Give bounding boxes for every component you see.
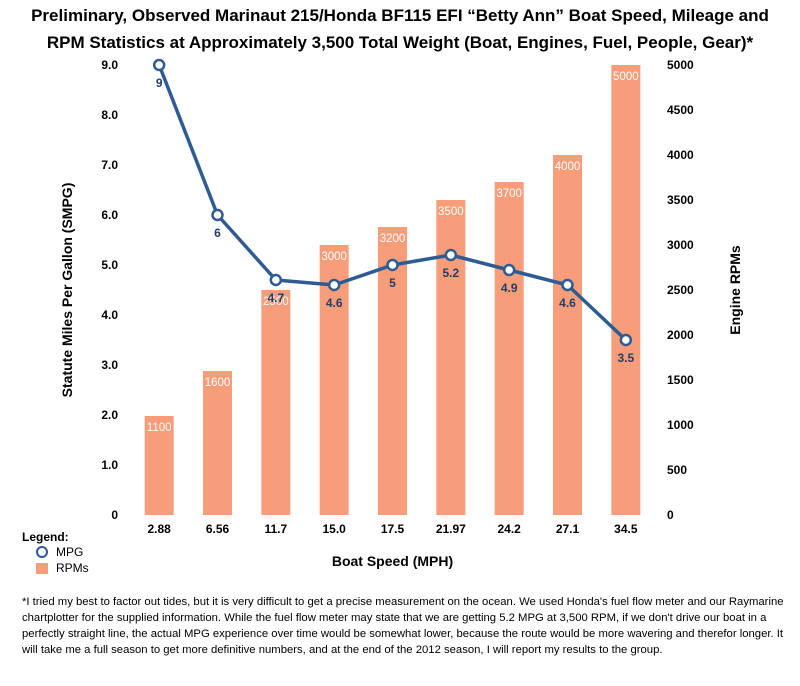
right-tick-label: 4500 [667, 103, 694, 117]
mpg-point-label: 5.2 [442, 266, 459, 280]
footnote: *I tried my best to factor out tides, bu… [22, 596, 784, 656]
right-tick-label: 500 [667, 463, 687, 477]
legend: Legend: MPG RPMs [22, 530, 89, 576]
x-tick-label: 27.1 [556, 522, 580, 536]
mpg-marker-icon [36, 546, 48, 558]
chart-title-line-1: Preliminary, Observed Marinaut 215/Honda… [31, 6, 769, 25]
mpg-point-label: 3.5 [617, 351, 634, 365]
mpg-point [561, 278, 574, 292]
rpm-bar-label: 4000 [555, 161, 581, 173]
x-tick-label: 34.5 [614, 522, 638, 536]
rpm-bar-label: 3500 [438, 206, 464, 218]
mpg-point-label: 4.6 [326, 296, 343, 310]
mpg-point-label: 5 [389, 276, 396, 290]
rpm-bar [378, 227, 407, 515]
rpm-bar-label: 2500 [263, 296, 289, 308]
rpm-bar-label: 3200 [380, 233, 406, 245]
left-tick-label: 7.0 [101, 158, 118, 172]
left-tick-label: 8.0 [101, 108, 118, 122]
mpg-point-label: 6 [214, 226, 221, 240]
mpg-point [211, 208, 224, 222]
left-tick-label: 4.0 [101, 308, 118, 322]
right-tick-label: 1000 [667, 418, 694, 432]
mpg-point [444, 248, 458, 262]
mpg-point [386, 258, 399, 272]
mpg-point-label: 4.7 [267, 291, 284, 305]
rpm-bar [436, 200, 466, 515]
x-tick-label: 6.56 [206, 522, 230, 536]
left-tick-label: 6.0 [101, 208, 118, 222]
rpm-bar [611, 65, 641, 515]
x-tick-label: 17.5 [381, 522, 405, 536]
legend-item-rpm: RPMs [36, 560, 89, 576]
mpg-point-label: 4.6 [559, 296, 576, 310]
legend-label-mpg: MPG [56, 545, 84, 559]
x-tick-label: 15.0 [322, 522, 346, 536]
rpm-bar-label: 5000 [613, 71, 639, 83]
rpm-bar [553, 155, 582, 515]
right-tick-label: 2000 [667, 328, 694, 342]
rpm-bar-label: 1600 [205, 377, 231, 389]
mpg-point [619, 333, 633, 347]
x-tick-label: 24.2 [497, 522, 521, 536]
right-tick-label: 1500 [667, 373, 694, 387]
rpm-bar-label: 3000 [321, 251, 347, 263]
rpm-bar [144, 416, 174, 515]
rpm-bar-label: 3700 [496, 188, 522, 200]
left-axis-title: Statute Miles Per Gallon (SMPG) [59, 183, 75, 398]
rpm-bar-label: 1100 [147, 422, 172, 434]
rpm-swatch-icon [36, 562, 48, 574]
left-tick-label: 9.0 [101, 58, 118, 72]
chart-title-line-2: RPM Statistics at Approximately 3,500 To… [46, 33, 754, 52]
legend-title: Legend: [22, 530, 69, 544]
left-tick-label: 1.0 [101, 458, 118, 472]
mpg-point-label: 9 [156, 76, 163, 90]
left-tick-label: 2.0 [101, 408, 118, 422]
right-tick-label: 3500 [667, 193, 694, 207]
right-tick-label: 0 [667, 508, 674, 522]
mpg-point [152, 58, 166, 72]
x-tick-label: 11.7 [264, 522, 287, 536]
left-tick-label: 3.0 [101, 358, 118, 372]
mpg-point-label: 4.9 [501, 281, 518, 295]
legend-label-rpm: RPMs [56, 561, 89, 575]
right-axis-title: Engine RPMs [727, 245, 743, 335]
mpg-point [502, 263, 516, 277]
left-tick-label: 5.0 [101, 258, 118, 272]
right-tick-label: 4000 [667, 148, 694, 162]
right-tick-label: 5000 [667, 58, 694, 72]
rpm-bar [494, 182, 524, 515]
rpm-bar [261, 290, 291, 515]
right-tick-label: 3000 [667, 238, 694, 252]
rpm-bar [203, 371, 232, 515]
mpg-point [327, 278, 341, 292]
mpg-point [269, 273, 283, 287]
left-tick-label: 0 [111, 508, 118, 522]
right-tick-label: 2500 [667, 283, 694, 297]
chart-plot: 0 1.0 2.0 3.0 4.0 5.0 6.0 7.0 8.0 9.0 0 500 1000 1500… [59, 58, 743, 569]
legend-item-mpg: MPG [36, 544, 89, 560]
x-tick-label: 21.97 [436, 522, 466, 536]
x-tick-label: 2.88 [147, 522, 171, 536]
x-axis-title: Boat Speed (MPH) [332, 553, 453, 569]
